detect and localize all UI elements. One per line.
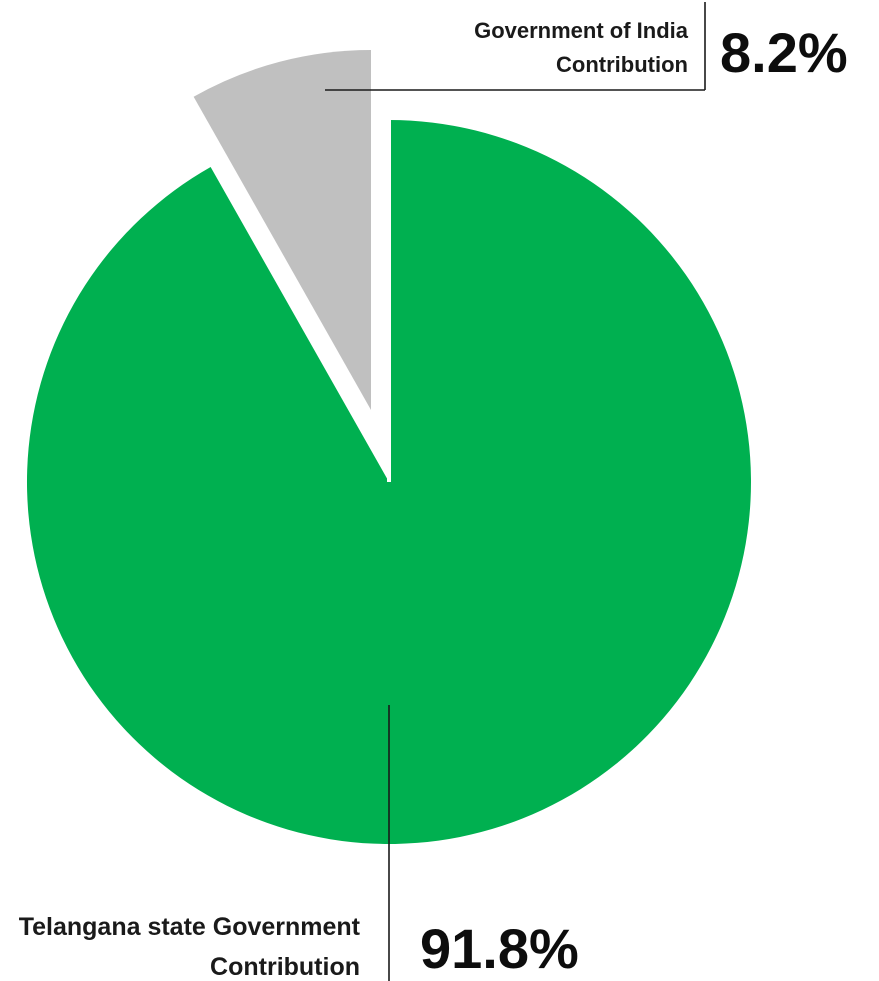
slice-2-label-line-1: Government of India [474,18,689,43]
pie-slice-2 [193,50,371,410]
slice-2-value-label: 8.2% [720,21,848,84]
slice-annotations: Telangana state Government Contribution 91… [19,2,848,981]
slice-1-label-line-1: Telangana state Government [19,913,361,941]
slice-1-value-label: 91.8% [420,917,579,980]
pie-slices [26,50,751,844]
slice-2-label-line-2: Contribution [556,52,688,77]
slice-1-label-line-2: Contribution [210,953,360,981]
